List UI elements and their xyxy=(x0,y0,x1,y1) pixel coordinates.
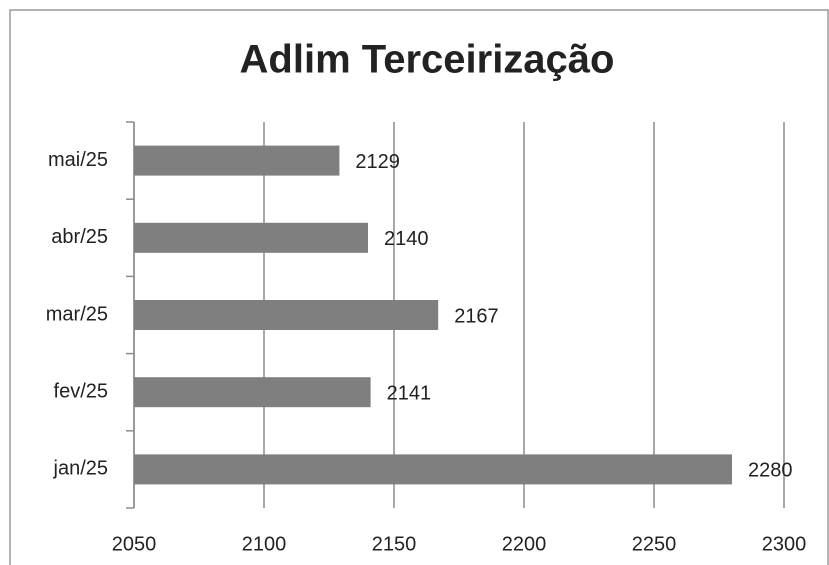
chart-title: Adlim Terceirização xyxy=(240,38,615,82)
data-label: 2141 xyxy=(387,382,432,404)
data-label: 2280 xyxy=(748,460,793,482)
x-tick-label: 2050 xyxy=(112,533,157,555)
data-label: 2129 xyxy=(355,151,400,173)
bar xyxy=(134,377,371,408)
bar xyxy=(134,145,340,176)
x-tick-label: 2200 xyxy=(502,533,547,555)
bar xyxy=(134,300,439,330)
bar xyxy=(134,222,368,253)
x-tick-label: 2250 xyxy=(632,533,677,555)
x-tick-label: 2300 xyxy=(762,533,807,555)
x-tick-label: 2100 xyxy=(242,533,287,555)
y-tick-label: mar/25 xyxy=(46,303,108,325)
data-label: 2167 xyxy=(454,305,499,327)
y-tick-label: mai/25 xyxy=(48,149,108,171)
y-tick-label: jan/25 xyxy=(53,458,109,480)
y-tick-label: fev/25 xyxy=(54,380,108,402)
y-tick-label: abr/25 xyxy=(51,226,108,248)
data-label: 2140 xyxy=(384,228,429,250)
bar xyxy=(134,454,732,485)
x-tick-label: 2150 xyxy=(372,533,417,555)
